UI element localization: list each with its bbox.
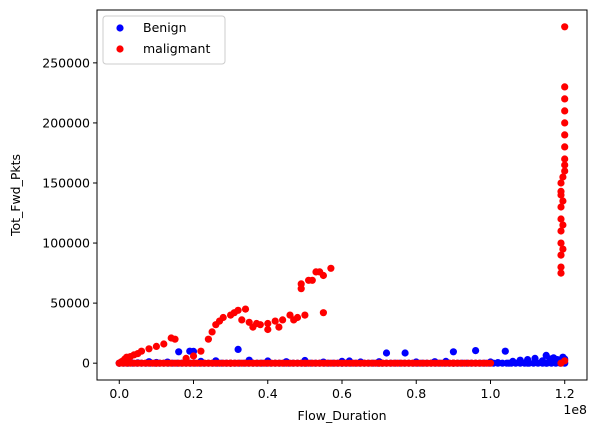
x-axis-label: Flow_Duration [297,408,386,423]
y-tick-label: 150000 [42,175,90,190]
legend-label-benign: Benign [143,20,187,35]
legend-marker-benign [116,24,124,32]
point-maligmant [219,313,227,322]
point-maligmant [557,251,565,259]
point-maligmant [561,143,569,151]
point-benign [234,345,242,353]
y-axis-ticks: 0 50000 100000 150000 200000 250000 [42,55,97,371]
x-axis-offset-label: 1e8 [563,402,587,417]
point-maligmant [319,309,327,317]
point-maligmant [204,335,212,343]
point-maligmant [561,107,569,115]
point-maligmant [145,345,153,353]
point-maligmant [264,325,272,334]
point-maligmant [256,321,264,329]
point-maligmant [561,357,569,365]
x-tick-label: 1.0 [481,386,501,401]
y-tick-label: 0 [82,356,90,371]
point-benign [449,348,457,356]
point-maligmant [234,306,242,314]
point-maligmant [561,83,569,91]
y-tick-label: 200000 [42,115,90,130]
point-benign [382,349,391,357]
x-tick-label: 0.6 [332,386,352,401]
point-maligmant [557,263,565,271]
point-maligmant [319,271,327,280]
point-maligmant [557,203,565,211]
y-tick-label: 100000 [42,236,90,251]
x-tick-label: 0.0 [109,386,129,401]
point-maligmant [557,239,565,247]
data-points [115,23,569,367]
legend-marker-maligmant [116,45,124,53]
point-maligmant [557,227,565,235]
y-tick-label: 250000 [42,55,90,70]
point-maligmant [561,95,569,103]
point-maligmant [483,359,491,367]
point-maligmant [171,335,179,343]
x-tick-label: 0.4 [258,386,278,401]
point-maligmant [189,352,198,360]
point-benign [501,347,509,355]
point-maligmant [559,221,567,229]
point-maligmant [559,173,567,181]
point-maligmant [264,319,272,328]
point-maligmant [160,340,168,348]
point-maligmant [137,347,146,355]
legend-label-maligmant: maligmant [143,41,210,56]
point-maligmant [208,328,216,336]
y-axis-label: Tot_Fwd_Pkts [8,154,23,237]
point-maligmant [327,264,335,272]
y-tick-label: 50000 [50,296,90,311]
point-maligmant [275,323,283,331]
point-benign [175,348,183,356]
point-maligmant [559,245,567,253]
legend: Benign maligmant [102,15,226,65]
point-benign [401,349,409,357]
point-maligmant [241,305,250,313]
point-maligmant [308,276,316,284]
point-maligmant [279,316,287,324]
point-maligmant [557,187,565,195]
point-maligmant [561,131,569,139]
x-axis-ticks: 0.0 0.2 0.4 0.6 0.8 1.0 1.2 [109,380,575,401]
point-maligmant [557,215,565,223]
point-maligmant [249,323,257,331]
point-maligmant [271,317,279,325]
point-maligmant [561,167,569,175]
point-maligmant [152,342,160,350]
point-maligmant [238,316,246,324]
point-maligmant [561,155,569,163]
point-maligmant [293,313,302,322]
point-maligmant [561,161,569,169]
point-maligmant [297,280,305,288]
plot-area [97,10,587,380]
legend-box [102,15,226,65]
point-maligmant [557,179,565,187]
x-tick-label: 0.2 [184,386,204,401]
x-tick-label: 1.2 [555,386,575,401]
point-benign [472,347,480,355]
point-maligmant [197,347,205,355]
point-maligmant [301,311,309,319]
point-maligmant [561,23,569,31]
x-tick-label: 0.8 [406,386,426,401]
point-maligmant [561,119,569,127]
point-maligmant [557,269,565,277]
point-maligmant [559,197,567,205]
